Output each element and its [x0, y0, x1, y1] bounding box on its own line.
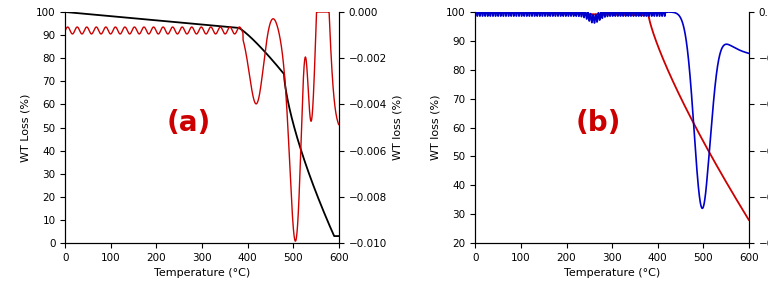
Text: (a): (a) [166, 109, 210, 137]
X-axis label: Temperature (°C): Temperature (°C) [154, 268, 250, 278]
X-axis label: Temperature (°C): Temperature (°C) [564, 268, 660, 278]
Text: (b): (b) [576, 109, 621, 137]
Y-axis label: WT loss (%): WT loss (%) [392, 95, 402, 160]
Y-axis label: WT Loss (%): WT Loss (%) [21, 93, 31, 162]
Y-axis label: WT loss (%): WT loss (%) [431, 95, 441, 160]
